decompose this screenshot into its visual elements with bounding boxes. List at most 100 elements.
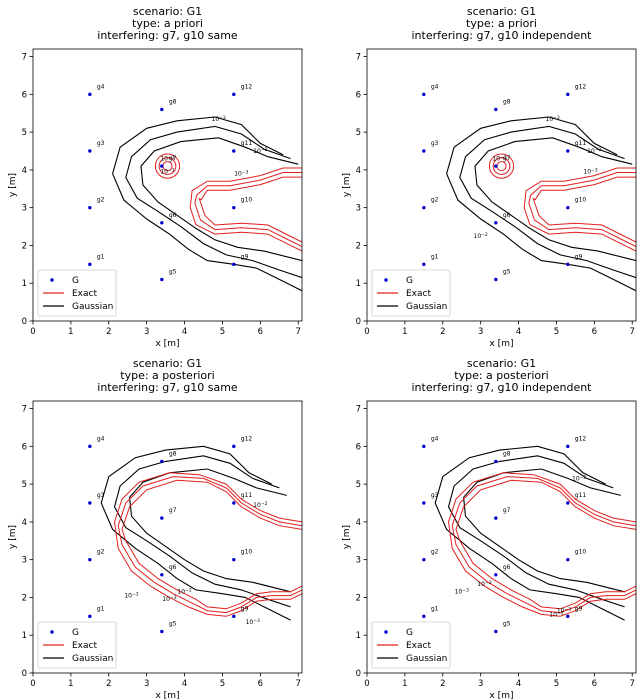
- exact-contour: [121, 479, 302, 610]
- x-tick-label: 5: [554, 327, 559, 337]
- y-axis-label: y [m]: [8, 525, 18, 549]
- exact-contour: [158, 157, 177, 175]
- gateway-point: [566, 557, 570, 562]
- legend-marker-g: [50, 630, 54, 634]
- gateway-point: [566, 149, 570, 153]
- contour-label: 10−2: [253, 501, 267, 509]
- legend-label-gaussian: Gaussian: [406, 654, 447, 664]
- gateway-label: g10: [241, 197, 253, 204]
- x-tick-label: 3: [478, 679, 483, 689]
- exact-contour: [455, 479, 636, 610]
- y-tick-label: 7: [22, 405, 27, 415]
- x-axis-label: x [m]: [490, 691, 514, 699]
- gaussian-contour: [100, 445, 291, 621]
- chart-title-line: scenario: G1: [133, 5, 202, 18]
- gateway-point: [160, 459, 164, 464]
- legend-box: [37, 269, 117, 317]
- gateway-point: [232, 262, 236, 267]
- gateway-point: [566, 92, 570, 97]
- gaussian-contour: [446, 116, 636, 292]
- x-tick-label: 6: [258, 327, 263, 337]
- gateway-label: g7: [169, 507, 177, 514]
- gateway-point: [422, 149, 426, 153]
- gateway-label: g10: [241, 549, 253, 556]
- exact-contour: [447, 472, 636, 617]
- contour-label: 10−2: [572, 474, 586, 482]
- gateway-label: g8: [503, 98, 511, 105]
- gateway-point: [422, 614, 426, 619]
- exact-contour: [194, 172, 302, 248]
- exact-contour: [117, 476, 302, 614]
- contour-label: 10−3: [246, 618, 260, 626]
- gateway-point: [494, 573, 498, 577]
- gateway-label: g4: [97, 435, 105, 442]
- y-tick-label: 5: [356, 480, 361, 490]
- x-tick-label: 4: [182, 327, 187, 337]
- gaussian-contour: [447, 455, 625, 608]
- gaussian-contour: [112, 116, 302, 292]
- gateway-point: [566, 501, 570, 505]
- gateway-point: [160, 164, 164, 168]
- x-tick-label: 7: [630, 327, 635, 337]
- legend-label-exact: Exact: [406, 641, 431, 651]
- x-tick-label: 0: [364, 327, 369, 337]
- exact-contour: [523, 167, 636, 252]
- gaussian-contour: [474, 137, 636, 262]
- contour-label: 10−3: [492, 154, 506, 162]
- gateway-label: g2: [431, 197, 439, 204]
- gateway-point: [566, 262, 570, 267]
- gateway-point: [566, 614, 570, 619]
- legend: G Exact Gaussian: [371, 621, 451, 669]
- legend-box: [371, 269, 451, 317]
- y-axis-label: y [m]: [342, 525, 352, 549]
- gaussian-contour: [125, 125, 302, 279]
- y-tick-label: 5: [22, 480, 27, 490]
- exact-contour: [154, 153, 181, 179]
- gateway-point: [232, 614, 236, 619]
- gateway-point: [566, 205, 570, 210]
- gateway-point: [88, 205, 92, 210]
- gateway-label: g8: [169, 98, 177, 105]
- gaussian-contour: [463, 468, 625, 593]
- gateway-label: g2: [97, 549, 105, 556]
- gateway-point: [88, 444, 92, 449]
- legend: G Exact Gaussian: [371, 269, 451, 317]
- x-tick-label: 5: [220, 679, 225, 689]
- y-tick-label: 5: [356, 128, 361, 138]
- gaussian-contour: [140, 137, 302, 262]
- gateway-point: [422, 92, 426, 97]
- chart-title-line: interfering: g7, g10 independent: [412, 29, 593, 42]
- gateway-label: g9: [241, 605, 249, 612]
- gateway-label: g4: [97, 83, 105, 90]
- gateway-label: g3: [97, 140, 105, 147]
- x-tick-label: 2: [440, 327, 445, 337]
- gateway-label: g6: [169, 564, 177, 571]
- y-tick-label: 7: [22, 53, 27, 63]
- gateway-label: g8: [169, 450, 177, 457]
- y-tick-label: 3: [356, 556, 361, 566]
- exact-contour: [113, 472, 302, 617]
- gateway-label: g5: [169, 620, 177, 627]
- gateway-label: g3: [431, 492, 439, 499]
- x-axis-label: x [m]: [490, 339, 514, 349]
- gaussian-contour: [129, 468, 291, 593]
- gateway-point: [232, 205, 236, 210]
- gateway-point: [88, 149, 92, 153]
- contour-label: 10−2: [474, 232, 488, 240]
- gateway-point: [232, 92, 236, 97]
- x-tick-label: 2: [106, 679, 111, 689]
- legend-label-gaussian: Gaussian: [72, 302, 113, 312]
- gateway-label: g8: [503, 450, 511, 457]
- legend-box: [37, 621, 117, 669]
- x-tick-label: 1: [68, 327, 73, 337]
- x-tick-label: 4: [182, 679, 187, 689]
- gateway-label: g4: [431, 83, 439, 90]
- gateway-point: [160, 221, 164, 225]
- exact-contour: [492, 157, 511, 175]
- gateway-point: [422, 444, 426, 449]
- gateway-point: [232, 557, 236, 562]
- plot-area: 10−3 10−2 10−3 10−3 10−2 g1 g2 g3 g4 g5 g6 g7 g8 g9 g1…: [422, 83, 636, 292]
